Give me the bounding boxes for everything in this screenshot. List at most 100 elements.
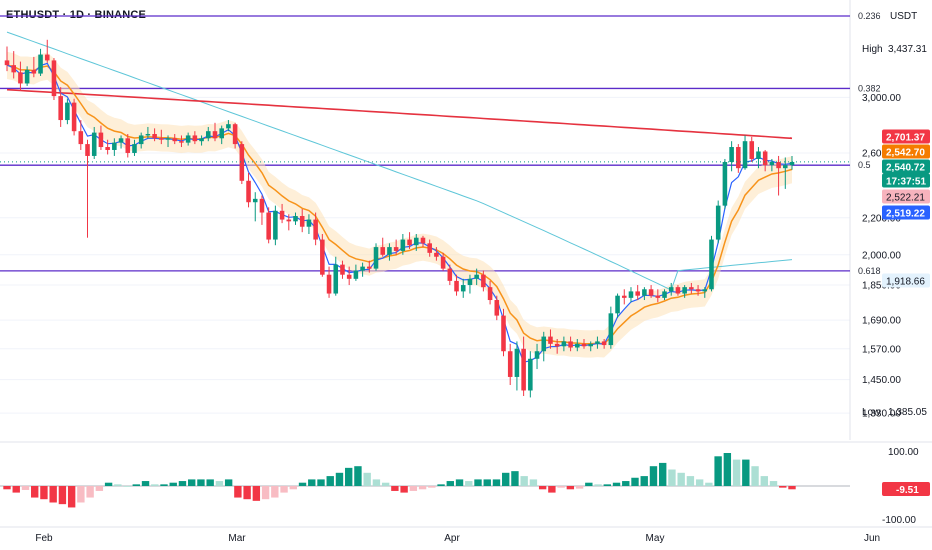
candle-body [393, 247, 399, 251]
candle-body [481, 274, 486, 288]
candle-body [454, 280, 459, 292]
candle-body [494, 300, 500, 316]
histogram-bar [3, 486, 11, 490]
histogram-bar [418, 486, 427, 490]
candle-body [628, 291, 634, 298]
candle-body [554, 343, 560, 347]
ema-red-line [6, 88, 793, 140]
y-tick-label: 1,690.00 [862, 316, 901, 327]
candle-body [165, 138, 171, 140]
candle-body [575, 343, 580, 348]
histogram-bar [400, 486, 408, 493]
histogram-bar [381, 482, 390, 486]
histogram-bar [677, 472, 685, 486]
candle-body [145, 134, 151, 136]
candle [709, 235, 714, 292]
histogram-bar [474, 479, 482, 486]
y-tick-label: 2,600.00 [862, 148, 901, 159]
histogram-bar [31, 486, 39, 498]
candle-body [179, 141, 184, 143]
histogram-bar [363, 472, 371, 486]
x-tick-label: Jun [864, 533, 880, 544]
candle [548, 329, 553, 349]
candle-body [11, 65, 16, 73]
candle-body [729, 147, 734, 163]
candle-body [783, 165, 788, 169]
candle-body [668, 287, 674, 292]
histogram-bar [40, 486, 48, 500]
candle-body [44, 54, 50, 61]
candle [635, 285, 640, 301]
histogram-bar [538, 486, 547, 490]
candle [98, 125, 104, 150]
candle [749, 136, 755, 163]
y-tick-label: 1,450.00 [862, 375, 901, 386]
histogram-bar [548, 486, 556, 493]
histogram-bar [308, 479, 316, 486]
candle-body [212, 131, 218, 139]
candle [521, 336, 526, 397]
candle [112, 138, 117, 156]
candle-body [769, 162, 775, 166]
candle-body [467, 278, 473, 286]
candle-body [427, 243, 432, 253]
candle-body [18, 72, 23, 84]
price-tag [882, 129, 930, 144]
candle [360, 262, 365, 277]
candle [474, 268, 479, 286]
fib-level-label: 0.5 [858, 160, 871, 170]
candle [648, 285, 654, 298]
y-tick-label: 2,200.00 [862, 213, 901, 224]
candle-body [789, 162, 795, 166]
candle-body [185, 135, 191, 143]
histogram-bar [668, 469, 676, 486]
candle-body [420, 237, 426, 244]
histogram-bar [58, 486, 67, 505]
candle-body [380, 247, 386, 255]
candle [226, 120, 231, 132]
candle-body [521, 348, 526, 391]
candle [561, 336, 567, 352]
histogram-bar [326, 476, 334, 486]
candle [460, 278, 466, 298]
histogram-bar [21, 486, 30, 490]
candle-body [279, 210, 285, 220]
histogram-bar [345, 467, 353, 486]
candle [51, 58, 57, 101]
candle-body [192, 135, 198, 142]
candle-body [621, 295, 627, 298]
candle-body [407, 239, 412, 246]
candle-body [749, 141, 755, 159]
candle [702, 287, 708, 298]
candle-body [715, 205, 721, 240]
candle [44, 39, 50, 63]
histogram-bar [141, 481, 150, 486]
candle [206, 126, 211, 142]
candle-body [695, 289, 701, 292]
candle-body [534, 351, 540, 359]
high-value: 3,437.31 [888, 44, 927, 55]
ema-blue-line [6, 62, 793, 363]
candle-body [528, 358, 533, 391]
histogram-bar [104, 482, 113, 486]
histogram-bar [631, 477, 639, 486]
candle [367, 260, 372, 273]
candle [621, 289, 627, 305]
histogram-bar [502, 472, 510, 486]
candle-body [24, 69, 30, 84]
candle [219, 125, 224, 145]
candle [24, 66, 30, 86]
candle [715, 200, 721, 244]
chart-title: ETHUSDT · 1D · BINANCE [6, 9, 147, 21]
candle [554, 338, 560, 354]
candle [306, 214, 312, 235]
candle-body [367, 266, 372, 269]
histogram-bar [640, 476, 648, 486]
candle [185, 132, 191, 146]
candle [273, 205, 278, 246]
candle-body [58, 96, 63, 121]
histogram-bar [160, 484, 168, 486]
histogram-bar [686, 476, 695, 486]
histogram-bar [649, 466, 658, 486]
